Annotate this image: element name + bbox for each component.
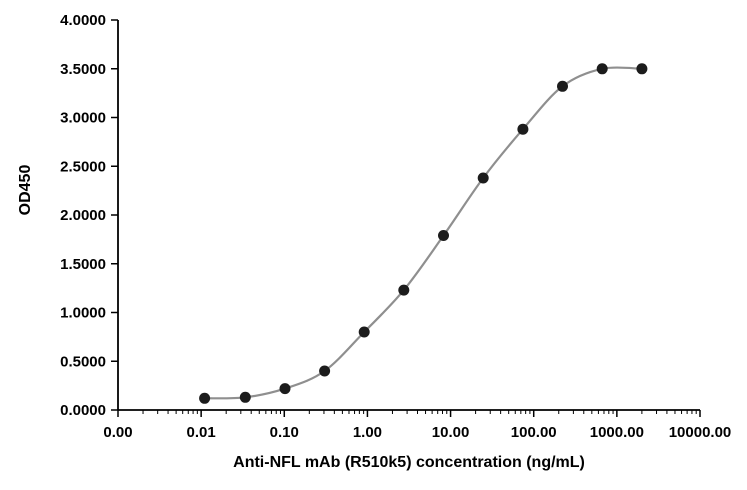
data-point-marker — [636, 63, 648, 75]
data-point-marker — [358, 326, 370, 338]
fitted-curve — [204, 66, 642, 400]
data-point-marker — [596, 63, 608, 75]
axis-lines — [117, 20, 700, 411]
tick-labels: 0.00 0.01 0.10 1.00 10.00 100.00 1000.00 10000.… — [60, 12, 731, 441]
data-point-marker — [517, 123, 529, 135]
data-point-marker — [239, 391, 251, 403]
y-tick-label: 3.5000 — [60, 61, 106, 78]
y-tick-label: 2.5000 — [60, 158, 106, 175]
data-point-marker — [438, 230, 449, 241]
data-point-marker — [279, 383, 291, 395]
y-tick-label: 2.0000 — [60, 207, 106, 224]
x-tick-label: 1.00 — [353, 424, 382, 441]
x-tick-label: 10000.00 — [669, 424, 732, 441]
data-point-marker — [319, 365, 331, 377]
y-tick-label: 3.0000 — [60, 110, 106, 127]
y-tick-label: 1.5000 — [60, 256, 106, 273]
curve-path — [204, 66, 642, 400]
x-tick-label: 0.00 — [103, 424, 132, 441]
y-tick-label: 0.5000 — [60, 353, 106, 370]
y-tick-label: 0.0000 — [60, 402, 106, 419]
x-axis-title: Anti-NFL mAb (R510k5) concentration (ng/… — [233, 454, 585, 471]
data-point-marker — [557, 80, 568, 92]
data-point-marker — [477, 172, 489, 184]
x-tick-label: 0.01 — [187, 424, 216, 441]
y-tick-label: 1.0000 — [60, 305, 106, 322]
x-tick-label: 100.00 — [511, 424, 557, 441]
x-tick-label: 0.10 — [270, 424, 299, 441]
y-axis-title: OD450 — [17, 165, 34, 216]
x-tick-label: 10.00 — [432, 424, 470, 441]
axis-major-ticks — [111, 19, 701, 417]
data-points — [199, 63, 648, 404]
data-point-marker — [398, 284, 410, 296]
y-tick-label: 4.0000 — [60, 12, 106, 29]
data-point-marker — [199, 392, 211, 404]
x-tick-label: 1000.00 — [590, 424, 644, 441]
